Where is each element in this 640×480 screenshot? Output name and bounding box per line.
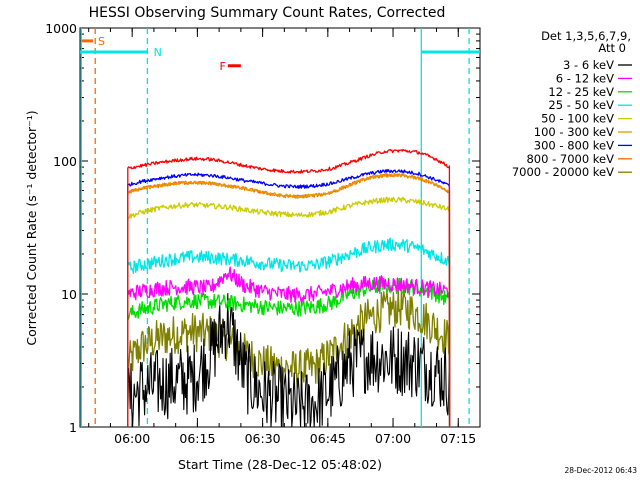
y-tick-label: 10 [61, 287, 77, 302]
series-line [127, 237, 451, 428]
vertical-lines [80, 28, 470, 427]
series-line [127, 277, 451, 428]
status-markers: S N F [98, 35, 226, 73]
x-tick-label: 06:45 [310, 431, 346, 446]
legend-label: 100 - 300 keV [534, 125, 614, 139]
x-tick-label: 06:00 [114, 431, 150, 446]
legend-label: 12 - 25 keV [548, 85, 614, 99]
series-line [127, 196, 451, 428]
legend-label: 800 - 7000 keV [526, 152, 614, 166]
legend-label: 300 - 800 keV [534, 138, 614, 152]
series-lines [127, 148, 451, 428]
night-bar [80, 50, 148, 54]
x-tick-label: 06:30 [245, 431, 281, 446]
marker-label: S [98, 35, 105, 48]
x-tick-label: 06:15 [179, 431, 215, 446]
y-axis: 1 10 100 1000 [45, 21, 480, 435]
x-axis-label: Start Time (28-Dec-12 05:48:02) [178, 457, 382, 472]
timestamp: 28-Dec-2012 06:43 [564, 466, 637, 475]
saa-bar [82, 39, 94, 43]
night-bar [421, 50, 480, 54]
chart-title: HESSI Observing Summary Count Rates, Cor… [89, 5, 446, 21]
series-line [127, 266, 451, 428]
legend-label: 25 - 50 keV [548, 98, 614, 112]
plot-frame [79, 27, 481, 428]
status-bars [80, 39, 480, 68]
series-line [127, 293, 451, 428]
marker-label: N [154, 46, 162, 59]
x-tick-label: 07:15 [440, 431, 476, 446]
legend-header-1: Det 1,3,5,6,7,9, [541, 29, 631, 43]
series-line [127, 168, 451, 428]
marker-label: F [219, 60, 225, 73]
legend-label: 7000 - 20000 keV [512, 165, 614, 179]
legend-label: 6 - 12 keV [556, 71, 614, 85]
x-tick-label: 07:00 [375, 431, 411, 446]
x-axis: 06:00 06:15 06:30 06:45 07:00 07:15 [88, 28, 481, 446]
y-tick-label: 1000 [45, 21, 77, 36]
flare-bar [227, 64, 241, 68]
legend-label: 3 - 6 keV [563, 58, 614, 72]
series-line [127, 148, 451, 428]
series-line [127, 173, 451, 428]
y-tick-label: 100 [53, 154, 77, 169]
legend-label: 50 - 100 keV [541, 112, 614, 126]
y-tick-label: 1 [69, 420, 77, 435]
y-axis-label: Corrected Count Rate (s⁻¹ detector⁻¹) [24, 110, 39, 345]
legend-header-2: Att 0 [598, 41, 626, 55]
